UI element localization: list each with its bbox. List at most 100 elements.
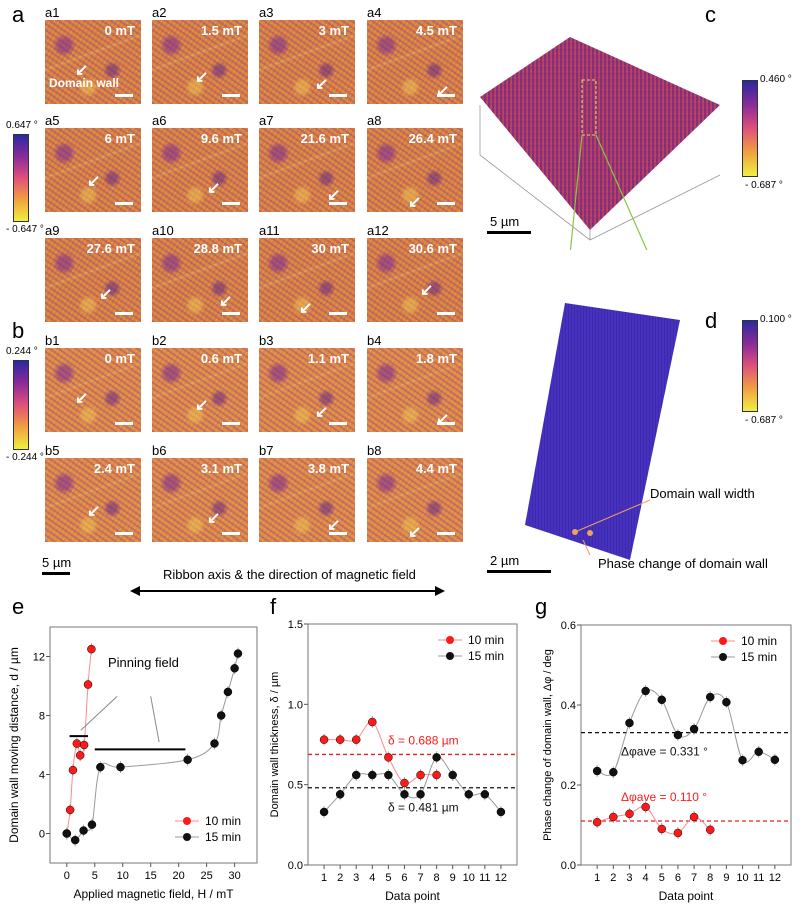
scale-bar [329, 202, 347, 205]
image-label: a4 [367, 5, 382, 20]
phase-image-a7: 21.6 mT ↙ [259, 128, 355, 212]
panel-c-scale-label: 5 µm [490, 214, 520, 229]
image-label: a11 [259, 223, 280, 238]
legend-entry: 15 min [468, 649, 504, 663]
data-point [625, 809, 634, 819]
legend-entry: 10 min [468, 633, 504, 647]
scale-bar [115, 532, 133, 535]
x-axis-label: Applied magnetic field, H / mT [73, 887, 234, 901]
domain-wall-arrow-icon: ↙ [408, 194, 422, 211]
panel-c-scale-bar [487, 231, 531, 234]
data-point [79, 740, 89, 750]
scale-bar [115, 94, 133, 97]
phase-image-b1: 0 mT ↙ [45, 348, 141, 432]
x-tick-label: 2 [610, 872, 616, 884]
field-value: 3.1 mT [200, 461, 242, 476]
domain-wall-arrow-icon: ↙ [420, 282, 434, 299]
legend-marker [446, 652, 454, 660]
scale-bar [437, 532, 455, 535]
x-tick-label: 4 [643, 872, 649, 884]
domain-wall-arrow-icon: ↙ [315, 76, 329, 93]
phase-image-a10: 28.8 mT ↙ [152, 238, 248, 322]
domain-wall-annotation: Domain wall [49, 76, 120, 90]
panel-d-scale-bar [487, 570, 551, 573]
scale-bar [222, 312, 240, 315]
domain-wall-arrow-icon: ↙ [207, 510, 221, 527]
y-tick-label: 0.0 [288, 860, 303, 872]
data-point [705, 692, 715, 702]
field-value: 2.4 mT [93, 461, 135, 476]
average-label: δ = 0.481 µm [388, 801, 459, 815]
panel-a-colorbar-max: 0.647 ° [6, 120, 38, 131]
domain-wall-arrow-icon: ↙ [315, 404, 329, 421]
domain-wall-arrow-icon: ↙ [408, 524, 422, 541]
image-label: b1 [45, 333, 60, 348]
data-point [319, 807, 329, 817]
scale-bar [222, 422, 240, 425]
data-point [96, 762, 105, 772]
y-tick-label: 4 [39, 770, 45, 782]
phase-image-b4: 1.8 mT ↙ [367, 348, 463, 432]
scale-bar [115, 422, 133, 425]
average-label: Δφave = 0.331 ° [621, 745, 708, 759]
phase-image-b8: 4.4 mT ↙ [367, 458, 463, 542]
data-point [673, 730, 683, 740]
phase-image-a2: 1.5 mT ↙ [152, 20, 248, 104]
scale-bar [437, 94, 455, 97]
scale-bar [437, 422, 455, 425]
image-label: a1 [45, 5, 60, 20]
data-point [116, 762, 125, 772]
panel-d-colorbar-max: 0.100 ° [760, 314, 792, 325]
field-value: 3.8 mT [307, 461, 349, 476]
annotation-arrow [150, 696, 160, 743]
field-value: 3 mT [318, 23, 349, 38]
image-label: b7 [259, 443, 274, 458]
panel-f-label: f [270, 594, 277, 619]
phase-image-a5: 6 mT ↙ [45, 128, 141, 212]
data-point [400, 778, 409, 788]
data-point [480, 790, 490, 799]
data-point [230, 664, 239, 673]
average-label: Δφave = 0.110 ° [621, 790, 707, 804]
panel-d-surface [525, 303, 680, 560]
data-point [83, 680, 93, 689]
x-tick-label: 9 [450, 872, 456, 884]
panel-b-colorbar-max: 0.244 ° [6, 346, 38, 357]
x-tick-label: 5 [92, 870, 98, 882]
field-value: 1.5 mT [200, 23, 242, 38]
scale-bar [437, 312, 455, 315]
scale-bar-ab-label: 5 µm [42, 555, 72, 570]
panel-d-colorbar-min: - 0.687 ° [745, 415, 783, 426]
image-label: b8 [367, 443, 382, 458]
data-point [384, 753, 393, 762]
image-label: a8 [367, 113, 382, 128]
plot-frame [307, 623, 518, 866]
data-point [87, 820, 97, 829]
data-point [432, 753, 441, 762]
phase-image-b5: 2.4 mT ↙ [45, 458, 141, 542]
data-point [368, 770, 377, 780]
data-point [432, 770, 441, 780]
field-value: 1.1 mT [307, 351, 349, 366]
phase-change-label: Phase change of domain wall [598, 556, 768, 571]
y-tick-label: 12 [33, 652, 45, 664]
data-point [496, 807, 506, 817]
panel-b-label: b [12, 318, 25, 343]
field-value: 30.6 mT [408, 241, 457, 256]
phase-image-b2: 0.6 mT ↙ [152, 348, 248, 432]
data-point [657, 824, 667, 834]
x-tick-label: 2 [337, 872, 343, 884]
x-tick-label: 6 [675, 872, 681, 884]
phase-image-b7: 3.8 mT ↙ [259, 458, 355, 542]
x-tick-label: 8 [707, 872, 713, 884]
data-point [72, 739, 82, 748]
domain-wall-arrow-icon: ↙ [75, 390, 89, 407]
data-point [79, 826, 88, 835]
field-value: 1.8 mT [415, 351, 457, 366]
data-point [319, 735, 329, 744]
data-point [183, 755, 192, 764]
annotation-arrow [80, 695, 118, 731]
phase-image-a8: 26.4 mT ↙ [367, 128, 463, 212]
